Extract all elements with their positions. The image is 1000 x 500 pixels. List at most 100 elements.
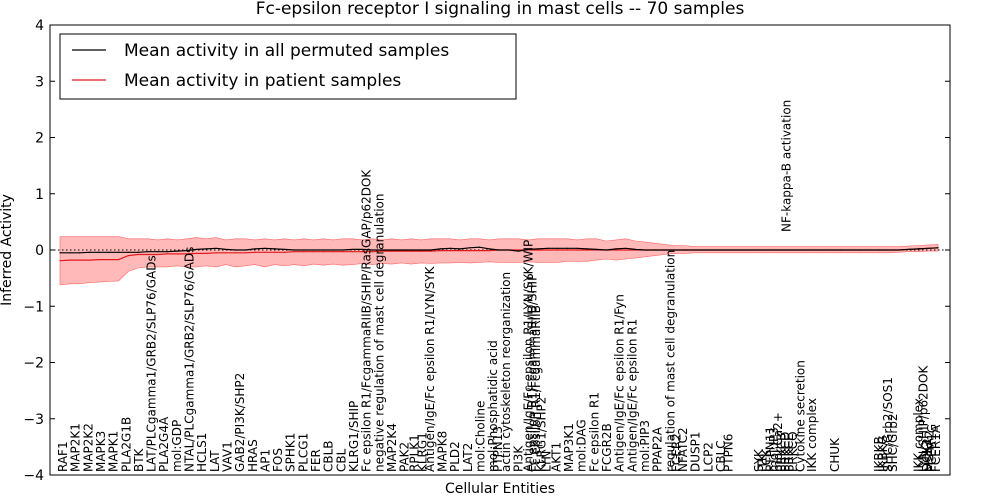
entity-label: Antigen/IgE/Fc epsilon R1/LYN/SYK bbox=[423, 265, 437, 472]
permuted-point bbox=[537, 248, 539, 250]
permuted-point bbox=[215, 247, 217, 249]
patient-point bbox=[98, 258, 100, 261]
entity-label: KLRG1 bbox=[415, 432, 429, 472]
patient-point bbox=[439, 249, 442, 252]
permuted-point bbox=[693, 249, 695, 251]
permuted-point bbox=[508, 249, 510, 251]
patient-point bbox=[127, 255, 129, 257]
entity-label-top: NF-kappa-B activation bbox=[780, 100, 794, 232]
permuted-point bbox=[147, 251, 149, 253]
permuted-point bbox=[254, 248, 256, 250]
permuted-point bbox=[195, 248, 198, 251]
permuted-point bbox=[69, 252, 71, 254]
entity-label: RAF1 bbox=[56, 441, 70, 472]
permuted-point bbox=[917, 248, 920, 250]
patient-point bbox=[225, 252, 227, 254]
permuted-point bbox=[820, 249, 822, 251]
patient-point bbox=[576, 249, 578, 251]
permuted-point bbox=[839, 249, 842, 251]
patient-point bbox=[215, 252, 217, 254]
patient-point bbox=[556, 249, 559, 251]
patient-point bbox=[117, 258, 120, 261]
permuted-point bbox=[908, 248, 910, 251]
permuted-point bbox=[352, 248, 354, 251]
patient-point bbox=[78, 259, 81, 261]
entity-label: PI3K bbox=[512, 445, 526, 472]
y-tick-label: −3 bbox=[23, 412, 44, 428]
permuted-point bbox=[605, 249, 607, 251]
entity-label: MAP2K2 bbox=[81, 423, 95, 472]
permuted-point bbox=[742, 249, 744, 251]
legend-label-permuted: Mean activity in all permuted samples bbox=[124, 41, 449, 61]
entity-label: LCK bbox=[760, 448, 774, 472]
entity-label: IKBKG bbox=[876, 435, 890, 472]
permuted-point bbox=[59, 252, 61, 254]
permuted-point bbox=[674, 249, 676, 251]
patient-point bbox=[244, 252, 246, 254]
permuted-point bbox=[469, 247, 471, 249]
entity-label: SYK bbox=[752, 448, 766, 472]
entity-label: mol:Ca2+ bbox=[771, 412, 785, 472]
entity-label: AKT1 bbox=[549, 442, 563, 472]
entity-label: ITK bbox=[756, 452, 770, 472]
entity-label: SHC/Grb2/SOS1 bbox=[881, 377, 895, 472]
entity-label: HRAS bbox=[246, 439, 260, 472]
legend-box bbox=[59, 33, 517, 100]
entity-label: LAT/PLCgamma1/GRB2/SLP76/GADs bbox=[145, 255, 159, 472]
patient-point bbox=[166, 253, 168, 255]
patient-point bbox=[283, 251, 285, 253]
patient-point bbox=[517, 249, 520, 251]
permuted-point bbox=[566, 247, 568, 249]
patient-point bbox=[235, 252, 237, 254]
patient-point bbox=[303, 251, 305, 253]
permuted-point bbox=[800, 249, 803, 251]
entity-label: IKBKB bbox=[872, 436, 886, 472]
patient-point bbox=[478, 249, 481, 252]
permuted-point bbox=[78, 252, 81, 254]
patient-point bbox=[400, 250, 403, 252]
y-tick-label: −1 bbox=[23, 299, 44, 315]
patient-point bbox=[410, 250, 412, 252]
entity-label: Fc epsilon R1/FcgammaRIIB bbox=[529, 305, 543, 472]
permuted-point bbox=[342, 249, 344, 251]
permuted-point bbox=[830, 249, 832, 251]
permuted-point bbox=[244, 249, 246, 251]
entity-label: actin cytoskeleton reorganization bbox=[499, 272, 513, 472]
patient-point bbox=[156, 253, 159, 256]
entity-label: FOS bbox=[271, 448, 285, 472]
entity-label: mol:Choline bbox=[474, 401, 488, 472]
permuted-point bbox=[761, 249, 764, 251]
permuted-point bbox=[410, 249, 412, 251]
entity-label: mol:DAG bbox=[575, 419, 589, 472]
permuted-point bbox=[459, 248, 461, 250]
permuted-point bbox=[810, 249, 812, 251]
permuted-point bbox=[332, 249, 334, 251]
entity-label: FCGR2B bbox=[600, 423, 614, 472]
permuted-point bbox=[225, 248, 227, 251]
permuted-point bbox=[186, 249, 188, 252]
entity-label: CBL bbox=[334, 448, 348, 472]
patient-point bbox=[420, 250, 422, 252]
patient-point bbox=[313, 251, 315, 253]
entity-label: PLCG1 bbox=[296, 433, 310, 472]
patient-point bbox=[342, 251, 344, 253]
permuted-point bbox=[127, 251, 129, 253]
permuted-point bbox=[898, 249, 900, 251]
entity-label: CBLB bbox=[322, 440, 336, 472]
patient-point bbox=[488, 249, 490, 252]
patient-point bbox=[176, 253, 178, 255]
entity-label: PRKCD bbox=[778, 432, 792, 472]
entity-label: MAPK3 bbox=[94, 431, 108, 472]
permuted-point bbox=[722, 249, 724, 251]
patient-point bbox=[449, 249, 451, 252]
entity-label: NTAL/PLCgamma1/GRB2/SLP76/GADs bbox=[183, 247, 197, 472]
patient-point bbox=[566, 249, 568, 251]
permuted-point bbox=[322, 249, 324, 251]
entity-label: AP1 bbox=[258, 449, 272, 472]
permuted-point bbox=[235, 249, 237, 251]
entity-label: FER bbox=[309, 449, 323, 472]
patient-point bbox=[381, 250, 383, 252]
entity-label: Fc epsilon R1/FcgammaRIIB/SHIP bbox=[525, 274, 539, 472]
permuted-point bbox=[439, 248, 442, 250]
